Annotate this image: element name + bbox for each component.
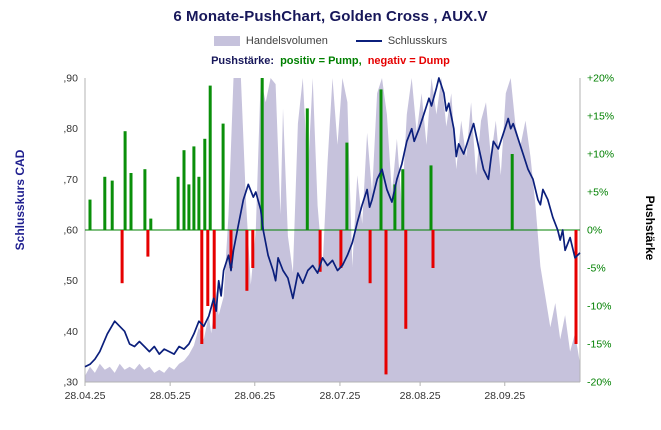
y-left-tick-label: ,30	[63, 377, 78, 389]
close-price-line	[84, 77, 581, 368]
pump-bar	[176, 176, 180, 230]
pump-bar	[129, 173, 133, 230]
y-left-tick-label: ,80	[63, 123, 78, 135]
y-right-tick-label: -20%	[587, 377, 612, 389]
y-right-tick-label: +5%	[587, 187, 608, 199]
dump-legend-label: negativ = Dump	[367, 55, 450, 67]
x-tick-label: 28.08.25	[400, 390, 441, 402]
legend-volume-label: Handelsvolumen	[245, 35, 328, 47]
legend-close-label: Schlusskurs	[387, 35, 448, 47]
y-right-tick-label: -15%	[587, 339, 612, 351]
dump-bar	[206, 230, 210, 306]
pump-legend-label: positiv = Pump,	[280, 55, 362, 67]
dump-bar	[339, 230, 343, 268]
dump-bar	[200, 230, 204, 344]
dump-bar	[404, 230, 408, 329]
pump-bar	[260, 78, 264, 230]
pump-bar	[345, 142, 349, 230]
dump-bar	[431, 230, 435, 268]
y-right-tick-label: -10%	[587, 301, 612, 313]
x-tick-label: 28.06.25	[234, 390, 275, 402]
pump-bar	[203, 138, 207, 230]
y-left-tick-label: ,90	[63, 73, 78, 85]
pump-bar	[123, 131, 127, 230]
pump-bar	[429, 165, 433, 230]
y-right-tick-label: 0%	[587, 225, 602, 237]
pump-bar	[221, 123, 225, 230]
dump-bar	[212, 230, 216, 329]
pump-bar	[182, 150, 186, 230]
dump-bar	[368, 230, 372, 284]
dump-bar	[146, 230, 150, 257]
push-legend-label: Pushstärke:	[211, 55, 275, 67]
pump-bar	[187, 184, 191, 230]
legend: Handelsvolumen Schlusskurs	[0, 35, 661, 47]
right-axis-title: Pushstärke	[643, 196, 657, 261]
dump-bar	[574, 230, 578, 344]
x-tick-label: 28.07.25	[319, 390, 360, 402]
dump-bar	[251, 230, 255, 268]
pump-bar	[110, 180, 114, 230]
pump-bar	[192, 146, 196, 230]
legend-volume: Handelsvolumen	[213, 35, 328, 47]
pump-bar	[510, 154, 514, 230]
y-right-tick-label: -5%	[587, 263, 606, 275]
y-left-tick-label: ,40	[63, 326, 78, 338]
chart-title: 6 Monate-PushChart, Golden Cross , AUX.V	[173, 8, 488, 25]
pump-bar	[393, 184, 397, 230]
y-left-tick-label: ,50	[63, 275, 78, 287]
left-axis-title: Schlusskurs CAD	[13, 149, 27, 250]
pump-bar	[379, 89, 383, 231]
pump-bar	[197, 176, 201, 230]
dump-bar	[245, 230, 249, 291]
legend-close: Schlusskurs	[355, 35, 448, 47]
y-right-tick-label: +15%	[587, 111, 614, 123]
pump-bar	[305, 108, 309, 230]
y-left-tick-label: ,60	[63, 225, 78, 237]
dump-bar	[384, 230, 388, 375]
push-legend: Pushstärke: positiv = Pump, negativ = Du…	[0, 55, 661, 67]
y-right-tick-label: +20%	[587, 73, 614, 85]
volume-swatch-icon	[213, 36, 240, 46]
dump-bar	[120, 230, 124, 284]
pump-bar	[88, 199, 92, 230]
pump-bar	[103, 176, 107, 230]
pump-bar	[208, 85, 212, 230]
dump-bar	[318, 230, 322, 272]
x-tick-label: 28.05.25	[150, 390, 191, 402]
y-left-tick-label: ,70	[63, 174, 78, 186]
y-right-tick-label: +10%	[587, 149, 614, 161]
pump-bar	[149, 218, 153, 230]
close-line-swatch-icon	[355, 40, 382, 42]
pump-bar	[401, 169, 405, 230]
pump-bar	[143, 169, 147, 230]
dump-bar	[229, 230, 233, 268]
x-tick-label: 28.09.25	[484, 390, 525, 402]
x-tick-label: 28.04.25	[65, 390, 106, 402]
